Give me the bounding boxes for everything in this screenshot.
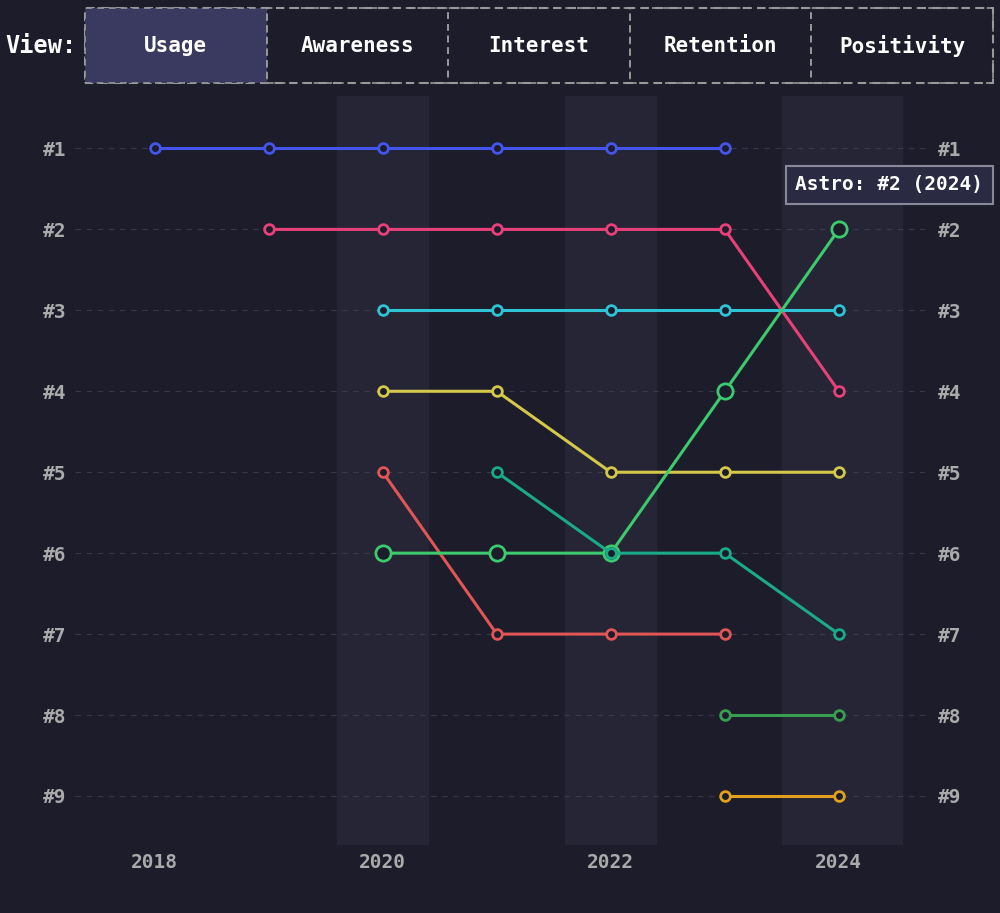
Text: View:: View: (5, 34, 76, 58)
Bar (782, 96, 902, 845)
Text: Awareness: Awareness (301, 36, 414, 56)
Bar (565, 96, 656, 845)
Bar (337, 96, 428, 845)
Text: Positivity: Positivity (839, 35, 965, 57)
Text: Astro: #2 (2024): Astro: #2 (2024) (795, 175, 983, 194)
Text: Usage: Usage (144, 36, 207, 56)
Text: Retention: Retention (664, 36, 777, 56)
FancyBboxPatch shape (85, 8, 267, 83)
Text: Interest: Interest (488, 36, 590, 56)
